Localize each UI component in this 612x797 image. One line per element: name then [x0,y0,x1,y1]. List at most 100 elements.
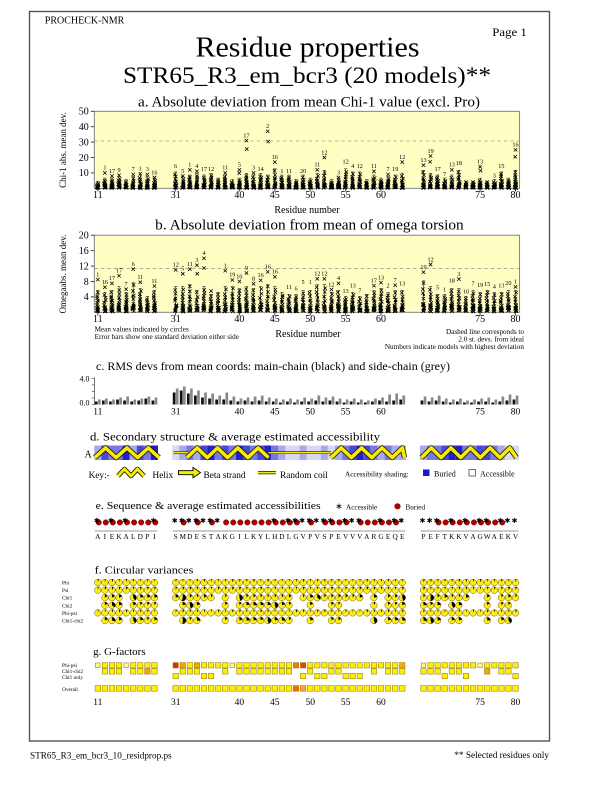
svg-text:1: 1 [188,162,191,169]
svg-text:12: 12 [343,159,349,166]
svg-text:40: 40 [79,122,89,133]
svg-text:Chi1: Chi1 [62,596,73,602]
svg-text:E: E [195,532,200,541]
svg-text:17: 17 [243,132,249,139]
svg-text:12: 12 [328,281,334,288]
svg-text:0.0: 0.0 [80,398,90,407]
svg-text:L: L [244,532,249,541]
svg-text:H: H [272,532,278,541]
svg-text:19: 19 [229,272,235,279]
svg-text:f. Circular variances: f. Circular variances [95,564,194,576]
svg-text:11: 11 [187,261,193,268]
svg-text:1: 1 [224,263,227,270]
svg-text:5: 5 [181,266,184,273]
svg-text:D: D [138,532,143,541]
svg-text:V: V [300,532,306,541]
svg-text:31: 31 [171,698,181,708]
svg-text:12: 12 [79,261,89,272]
svg-text:75: 75 [475,314,485,325]
svg-text:c. RMS devs from mean coords:: c. RMS devs from mean coords: main-chain… [96,359,450,373]
svg-text:5: 5 [302,279,305,286]
svg-text:1: 1 [139,166,142,173]
svg-text:7: 7 [125,281,128,288]
svg-text:10: 10 [236,273,242,280]
svg-text:S: S [322,532,326,541]
svg-text:11: 11 [222,165,228,172]
svg-text:17: 17 [109,168,115,175]
svg-text:20: 20 [505,280,511,287]
svg-text:P: P [145,532,149,541]
svg-text:7: 7 [358,288,361,295]
svg-text:8: 8 [84,277,89,288]
svg-text:P: P [329,532,333,541]
svg-text:10: 10 [463,289,469,296]
svg-text:31: 31 [171,314,181,325]
svg-text:8: 8 [252,276,255,283]
svg-text:3: 3 [195,257,198,264]
svg-text:10: 10 [79,168,89,179]
svg-text:Accessible: Accessible [480,470,515,479]
svg-text:K: K [116,532,122,541]
svg-text:13: 13 [420,157,426,164]
svg-text:I: I [153,532,156,541]
svg-text:6: 6 [174,163,177,170]
svg-text:G: G [293,532,299,541]
svg-text:3: 3 [493,172,496,179]
svg-text:11: 11 [93,698,102,708]
svg-text:1: 1 [443,286,446,293]
svg-text:Chi2: Chi2 [62,603,73,609]
svg-text:9: 9 [245,265,248,272]
svg-text:12: 12 [208,166,214,173]
svg-text:Numbers indicate models with h: Numbers indicate models with highest dev… [385,343,525,351]
svg-text:V: V [315,532,321,541]
svg-text:L: L [131,532,136,541]
svg-text:V: V [463,532,469,541]
svg-text:60: 60 [376,190,386,201]
svg-text:17: 17 [116,268,122,275]
svg-text:40: 40 [235,408,245,418]
svg-text:W: W [484,532,491,541]
svg-text:Q: Q [393,532,399,541]
svg-text:5: 5 [436,284,439,291]
svg-text:4.0: 4.0 [80,375,90,384]
svg-text:PROCHECK-NMR: PROCHECK-NMR [45,16,125,27]
svg-text:17: 17 [109,275,115,282]
svg-text:17: 17 [435,166,441,173]
svg-text:75: 75 [475,190,485,201]
svg-text:16: 16 [258,272,264,279]
svg-text:A: A [216,532,222,541]
svg-text:Beta strand: Beta strand [204,471,246,481]
svg-text:19: 19 [477,282,483,289]
svg-text:80: 80 [511,314,521,325]
svg-text:3: 3 [146,166,149,173]
svg-text:12: 12 [321,271,327,278]
svg-text:80: 80 [511,190,521,201]
svg-text:T: T [209,532,214,541]
svg-text:12: 12 [173,262,179,269]
svg-text:I: I [238,532,241,541]
svg-text:13: 13 [343,288,349,295]
svg-text:13: 13 [350,283,356,290]
svg-text:K: K [223,532,229,541]
svg-text:6: 6 [132,261,135,268]
svg-text:F: F [436,532,440,541]
svg-text:19: 19 [428,148,434,155]
svg-text:7: 7 [471,281,474,288]
svg-text:V: V [350,532,356,541]
svg-text:Error bars show one standard d: Error bars show one standard deviation e… [95,333,239,341]
svg-text:Phi-psi: Phi-psi [62,663,78,669]
svg-text:3: 3 [337,169,340,176]
svg-text:5: 5 [181,168,184,175]
svg-text:12: 12 [321,149,327,156]
svg-text:12: 12 [428,256,434,263]
svg-text:60: 60 [376,314,386,325]
svg-text:4: 4 [84,292,89,303]
svg-text:E: E [336,532,341,541]
svg-text:11: 11 [286,284,292,291]
svg-text:11: 11 [371,163,377,170]
svg-text:K: K [506,532,512,541]
svg-text:13: 13 [498,283,504,290]
svg-text:Residue properties: Residue properties [196,32,420,64]
svg-text:Random coil: Random coil [280,471,328,481]
svg-text:18: 18 [456,160,462,167]
